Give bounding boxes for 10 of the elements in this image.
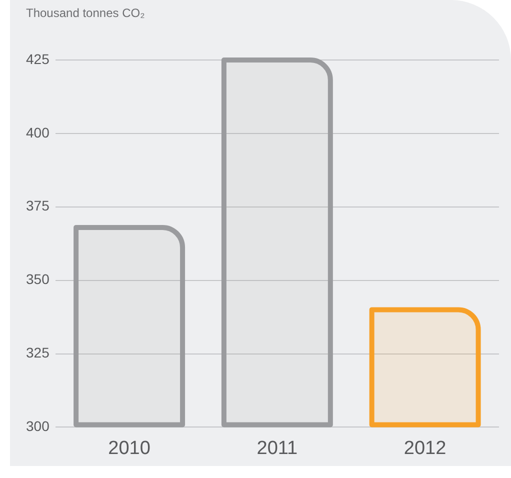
y-axis-title: Thousand tonnes CO₂ xyxy=(26,6,145,20)
y-tick-label: 325 xyxy=(26,344,50,361)
x-tick-label: 2010 xyxy=(108,438,150,459)
y-tick-label: 425 xyxy=(26,50,50,67)
x-tick-label: 2011 xyxy=(256,438,298,459)
y-tick-label: 300 xyxy=(26,418,50,434)
y-tick-label: 400 xyxy=(26,124,50,140)
y-tick-label: 375 xyxy=(26,198,50,214)
x-tick-label: 2012 xyxy=(404,438,446,459)
y-tick-label: 350 xyxy=(26,271,50,288)
